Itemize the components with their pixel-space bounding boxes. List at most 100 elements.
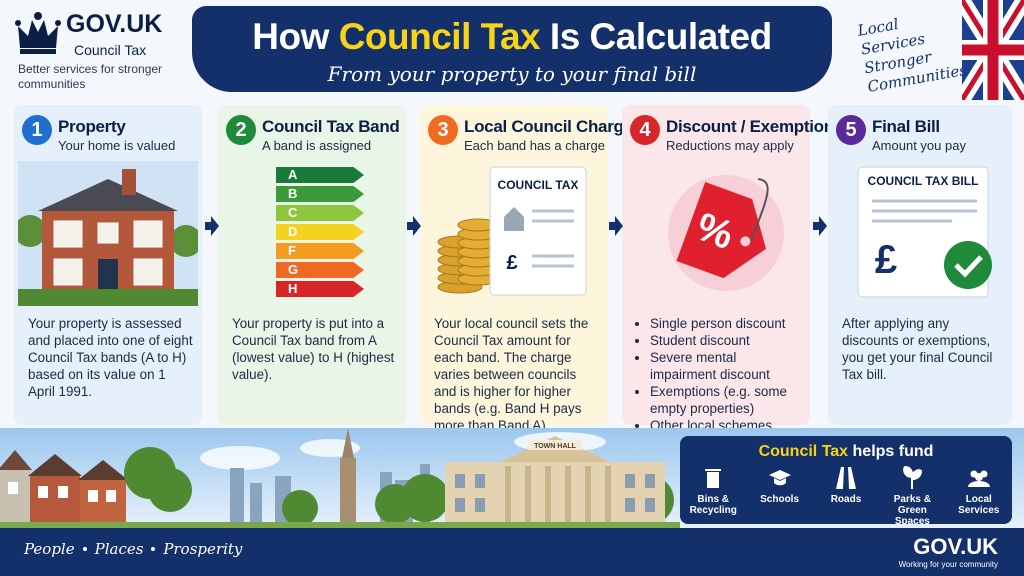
currency-symbol: £ [506,252,517,274]
step-panel: 5 Final Bill Amount you pay COUNCIL TAX BI… [828,105,1012,425]
step-subtitle: Reductions may apply [666,138,794,153]
funding-title-end: helps fund [852,443,934,460]
step-illustration: % [626,161,806,306]
decor-rect [489,166,587,296]
decor-rect [0,522,680,528]
decor-rect [80,478,126,528]
flow-arrow [813,216,827,236]
decor-rect [88,490,98,502]
arrow-shape [813,216,827,236]
decor-rect [545,466,551,528]
step-illustration: COUNCIL TAX £ [424,161,604,306]
step-text: Your property is put into a Council Tax … [232,316,395,382]
funding-icon [705,469,722,488]
funding-icon [835,467,856,489]
title-start: How [252,16,329,57]
flow-arrow [407,216,421,236]
decor-rect [475,474,485,488]
slogan: Local Services Stronger Communities [856,3,978,97]
decor-rect [585,466,591,528]
decor-path [342,428,354,458]
title-banner: How Council Tax Is Calculated From your … [192,6,832,92]
funding-label: Schools [760,494,800,505]
step-subtitle: Each band has a charge [464,138,605,153]
decor-rect [505,466,511,528]
decor-rect [340,458,356,528]
band: B [276,186,364,202]
title-end: Is Calculated [549,16,772,57]
decor-rect [122,169,136,195]
step-text: After applying any discounts or exemptio… [842,316,993,382]
funding-item: Schools [748,465,812,527]
house-illustration [14,161,202,306]
decor-path [967,481,990,487]
funding-icon [967,470,990,487]
decor-rect [705,469,722,471]
decor-g [532,209,574,268]
decor-path [0,450,32,470]
decor-rect [625,474,635,488]
decor-circle [55,20,61,26]
decor-g [505,466,611,528]
funding-icon [768,470,791,486]
funding-box: Council Tax helps fund Bins & Recycling S… [680,436,1012,527]
discount-illustration: % [668,175,784,291]
step-number: 2 [226,115,256,145]
decor-g [0,450,128,528]
decor-path [773,478,786,486]
title: How Council Tax Is Calculated [192,16,832,58]
separator-dot [151,547,156,551]
step-text: Your local council sets the Council Tax … [434,316,589,433]
decor-circle [170,225,202,257]
decor-rect [250,483,262,528]
decor-path [18,20,58,48]
separator-dot [82,547,87,551]
decor-path [676,182,767,279]
funding-label: Parks & Green Spaces [893,494,931,527]
step-title: Final Bill [872,117,940,136]
step-text: Single person discountStudent discountSe… [636,315,802,434]
step-title: Local Council Charge [464,117,633,136]
step-title: Property [58,117,126,136]
decor-rect [20,49,56,54]
funding-item: Parks & Green Spaces [880,465,944,527]
decor-rect [445,462,665,528]
logo-text: GOV.UK [66,10,163,38]
decor-path [750,178,769,242]
funding-item: Roads [814,465,878,527]
step-illustration [14,161,202,306]
decor-rect [133,220,163,248]
decor-rect [455,498,465,512]
band: A [276,167,364,183]
decor-path [504,207,524,231]
union-flag [962,0,1024,100]
decor-circle [944,241,992,289]
decor-circle [148,468,192,512]
decor-rect [18,289,198,306]
decor-path [768,470,791,480]
funding-item: Local Services [947,465,1011,527]
funding-label: Local Services [958,494,1000,516]
bullet-item: Severe mental impairment discount [650,349,802,383]
decor-g [455,474,655,512]
decor-rect [97,222,119,244]
decor-rect [625,498,635,512]
step-subtitle: Amount you pay [872,138,966,153]
decor-path [954,255,983,278]
building-sign: TOWN HALL [534,443,577,450]
arrow-shape [609,216,623,236]
band: D [276,224,364,240]
bullet-list: Single person discountStudent discountSe… [636,315,802,434]
decor-g [437,218,499,294]
decor-circle [14,215,46,247]
crown-icon [15,12,61,54]
arrow-shape [205,216,219,236]
currency-symbol: £ [875,238,897,282]
bullet-item: Student discount [650,332,802,349]
funding-highlight: Council Tax [758,443,849,460]
decor-rect [53,258,83,286]
funding-icon [903,465,923,489]
